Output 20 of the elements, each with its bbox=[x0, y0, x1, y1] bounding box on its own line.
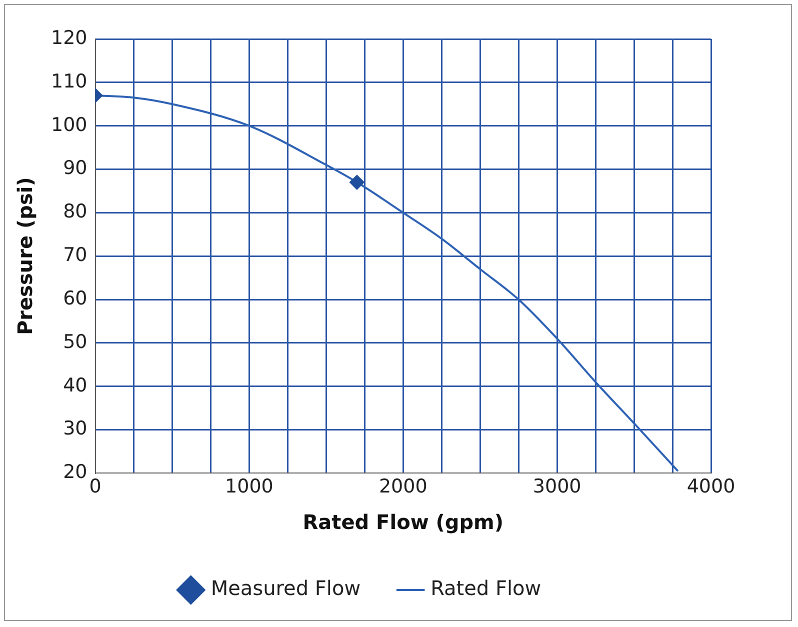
y-tick-label: 40 bbox=[63, 374, 88, 396]
y-tick-label: 60 bbox=[63, 287, 88, 310]
x-tick-label: 0 bbox=[89, 476, 102, 498]
y-tick-label: 110 bbox=[51, 70, 88, 92]
y-tick-label: 100 bbox=[51, 114, 88, 136]
y-tick-label: 80 bbox=[63, 200, 88, 223]
y-axis-title: Pressure (psi) bbox=[13, 177, 38, 336]
y-tick-label: 30 bbox=[63, 418, 88, 440]
x-tick-label: 2000 bbox=[378, 476, 428, 498]
y-tick-label: 20 bbox=[63, 461, 88, 484]
legend-label: Rated Flow bbox=[430, 576, 542, 600]
x-axis-title: Rated Flow (gpm) bbox=[302, 510, 504, 534]
x-tick-label: 3000 bbox=[532, 476, 582, 498]
y-tick-label: 50 bbox=[63, 330, 88, 353]
y-tick-label: 120 bbox=[51, 26, 88, 49]
legend-label: Measured Flow bbox=[210, 576, 361, 600]
y-tick-label: 70 bbox=[63, 244, 88, 266]
x-tick-label: 4000 bbox=[686, 476, 736, 498]
y-tick-label: 90 bbox=[63, 157, 88, 180]
x-tick-label: 1000 bbox=[225, 476, 274, 498]
